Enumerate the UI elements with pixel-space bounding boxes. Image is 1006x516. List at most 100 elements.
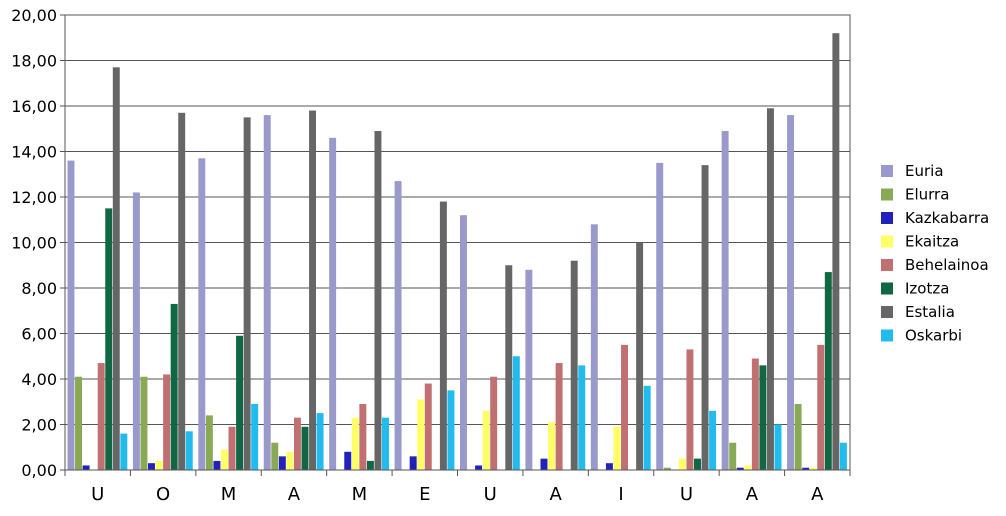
y-tick-label: 20,00 [11,6,57,25]
bar [374,131,382,470]
bar [824,272,832,470]
legend-label: Estalia [905,303,955,321]
bar [394,181,402,470]
bar [447,390,455,471]
bar [621,344,628,471]
bar [570,260,578,470]
bar [424,383,432,470]
bar [709,410,717,470]
bar [163,374,171,470]
bar [148,463,155,470]
bar [316,413,324,471]
legend-label: Kazkabarra [905,209,989,227]
bar [359,404,367,470]
y-tick-label: 0,00 [21,461,57,480]
bar [802,467,810,470]
bar [382,417,389,470]
bar [185,431,193,470]
bar [271,442,279,470]
bar [309,110,317,471]
bar [540,458,548,471]
bar [75,376,82,470]
bar [205,415,213,470]
bar [120,433,128,470]
legend-label: Oskarbi [905,327,962,345]
bar [482,410,490,470]
bar [505,265,513,470]
y-tick-label: 6,00 [21,325,57,344]
bar [751,358,759,470]
bar [832,33,840,470]
bar [213,460,221,470]
bar [409,456,417,470]
bar [636,242,644,470]
y-tick-label: 8,00 [21,279,57,298]
legend-label: Izotza [905,280,949,298]
bar [344,451,352,470]
bar [744,465,752,470]
bar [301,426,309,470]
legend-swatch [881,212,893,224]
bar [236,335,244,470]
bar [686,349,694,470]
bar [132,192,140,470]
bar [170,303,178,470]
bar [694,458,701,471]
bar [787,115,795,470]
legend-swatch [881,235,893,248]
bar [548,422,556,470]
bar [656,162,664,471]
bar [155,460,163,470]
bar [366,460,374,470]
bar [701,165,709,470]
bar [525,269,533,470]
bar [794,404,802,470]
y-tick-label: 10,00 [11,234,57,253]
bar [228,426,236,470]
x-tick-label: U [680,484,693,505]
bar [286,451,294,470]
x-tick-label: A [746,484,759,505]
bar [351,417,359,470]
bar [555,363,563,470]
bar [67,160,75,470]
bar [112,67,120,470]
bar [251,404,259,470]
bar [590,224,598,470]
bar [97,363,105,470]
y-tick-label: 2,00 [21,416,57,435]
y-tick-label: 16,00 [11,97,57,116]
y-tick-label: 12,00 [11,188,57,207]
bar [439,201,447,471]
legend-label: Ekaitza [905,233,959,251]
bar [578,365,586,470]
bar [678,458,686,471]
x-tick-label: E [419,484,430,505]
bar [82,465,90,470]
bar [721,131,729,470]
bar [490,376,498,470]
x-tick-label: I [618,484,623,505]
bar [759,365,767,470]
bar [475,465,483,470]
y-tick-label: 14,00 [11,143,57,162]
bar [220,449,228,470]
bar [643,385,651,470]
bar [839,442,847,470]
bar [105,208,113,471]
bar [512,356,520,470]
y-tick-label: 4,00 [21,370,57,389]
legend-swatch [881,306,893,318]
x-tick-label: A [288,484,301,505]
bar [766,108,774,471]
bar [663,467,671,470]
y-tick-label: 18,00 [11,52,57,71]
x-tick-label: U [91,484,104,505]
bar [417,399,425,470]
bar [178,112,186,470]
bar [263,115,271,470]
legend-label: Behelainoa [905,256,989,274]
bar [140,376,148,470]
bar [198,158,206,470]
